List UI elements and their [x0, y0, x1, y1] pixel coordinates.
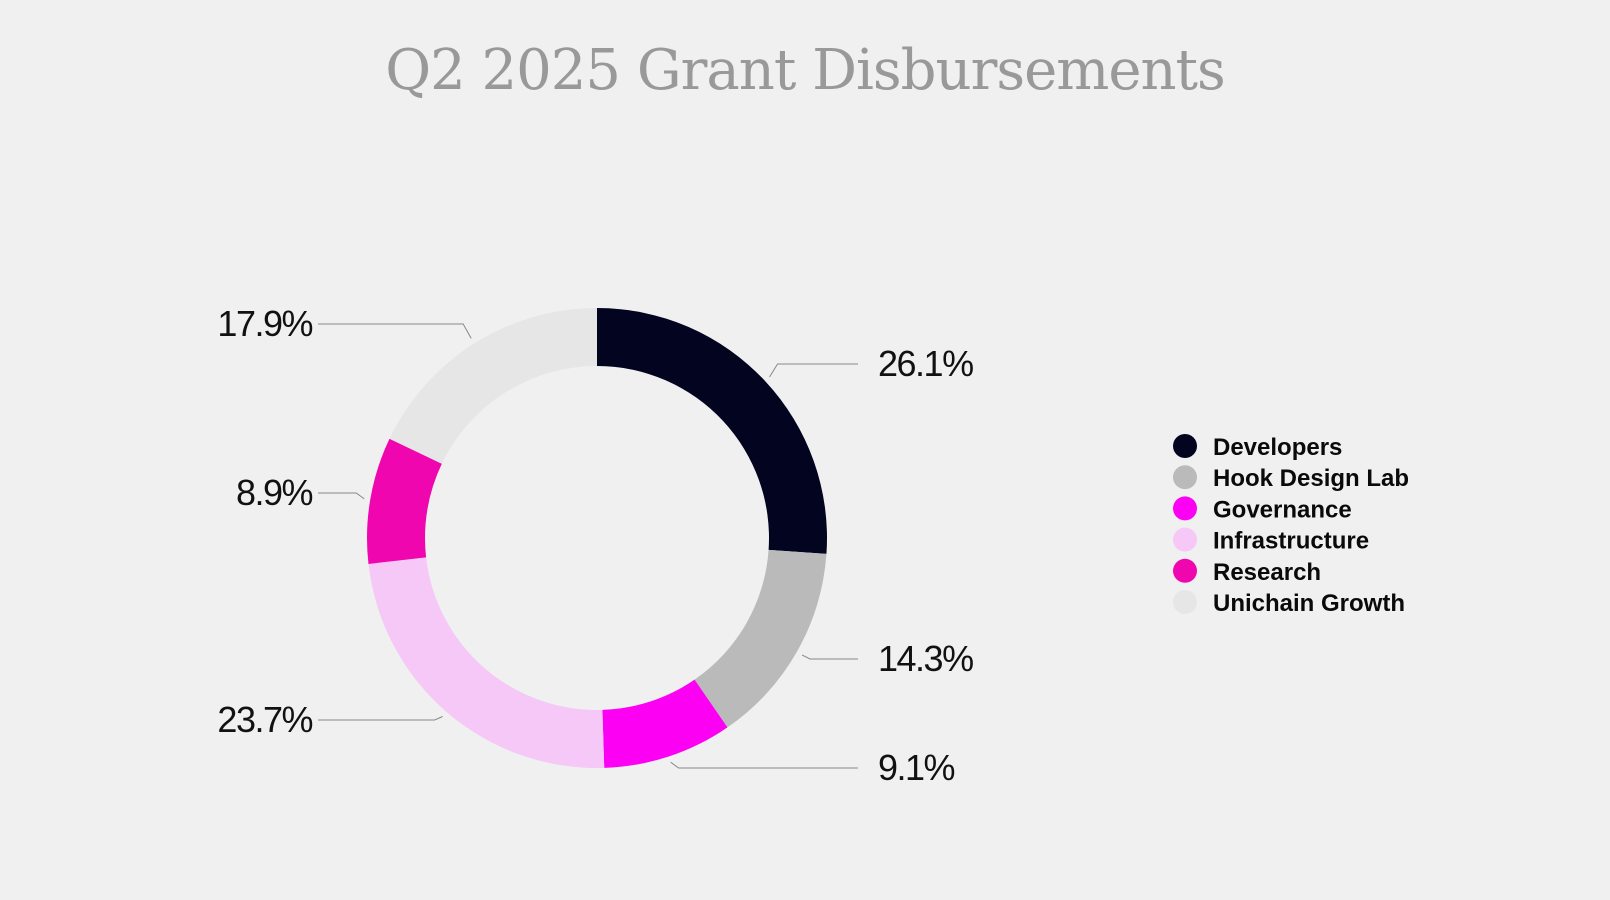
legend-item: Unichain Growth [1213, 590, 1405, 617]
leader-line [801, 654, 858, 660]
chart-title: Q2 2025 Grant Disbursements [385, 38, 1226, 103]
data-label: 26.1% [878, 343, 973, 384]
legend-swatch [1173, 590, 1197, 614]
slice-research [367, 438, 442, 564]
slice-governance [602, 679, 728, 768]
data-label: 23.7% [217, 699, 312, 740]
leader-line [670, 761, 858, 769]
legend-swatch [1173, 465, 1197, 490]
leader-line [318, 716, 443, 721]
leader-line [769, 363, 858, 378]
legend-item: Infrastructure [1213, 528, 1369, 555]
leader-line [318, 492, 365, 500]
legend-swatch [1173, 558, 1197, 583]
legend-item: Developers [1213, 434, 1342, 461]
slice-unichain-growth [389, 308, 597, 464]
legend-swatch [1173, 496, 1197, 521]
data-label: 8.9% [236, 472, 313, 513]
slice-infrastructure [368, 557, 605, 769]
legend-item: Governance [1213, 496, 1352, 523]
slice-hook-design-lab [694, 549, 827, 728]
legend-item: Hook Design Lab [1213, 465, 1409, 492]
data-label: 14.3% [878, 638, 973, 679]
data-label: 9.1% [878, 747, 955, 788]
legend-item: Research [1213, 559, 1321, 586]
leader-line [318, 323, 472, 339]
legend-swatch [1173, 527, 1197, 552]
legend-swatch [1173, 434, 1197, 458]
data-label: 17.9% [217, 303, 312, 344]
slice-developers [597, 308, 827, 554]
